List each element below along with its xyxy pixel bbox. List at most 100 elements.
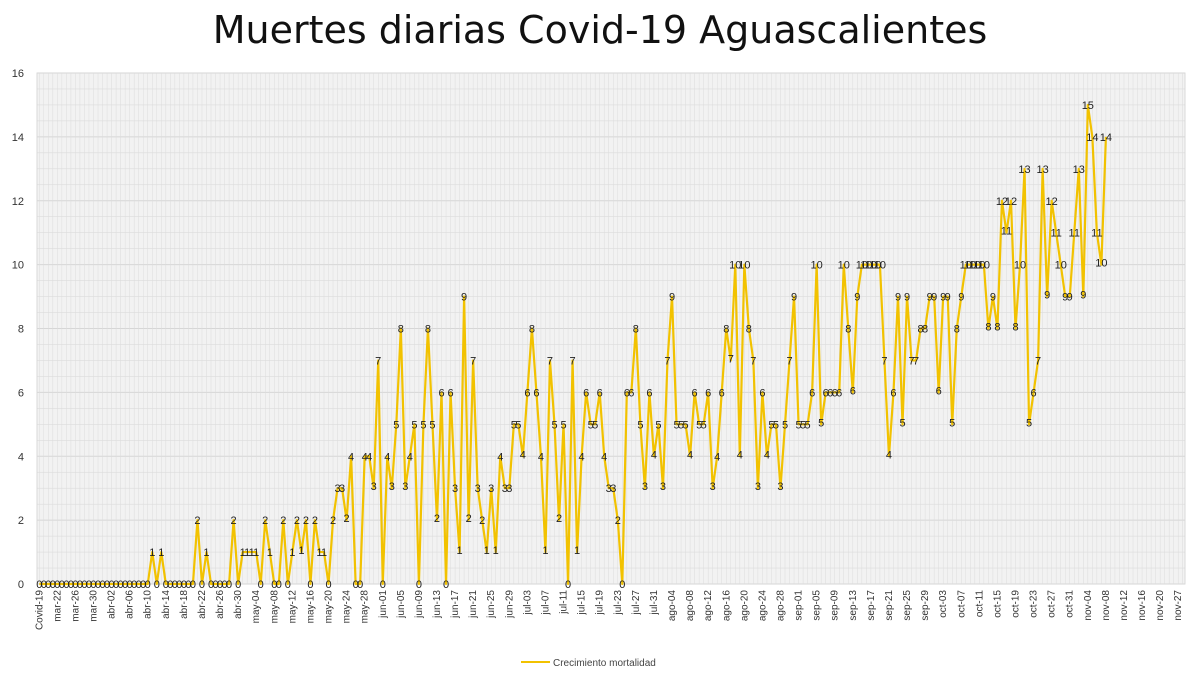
data-label: 8 bbox=[746, 324, 752, 336]
data-label: 1 bbox=[574, 545, 580, 557]
data-label: 3 bbox=[660, 481, 666, 493]
data-label: 2 bbox=[280, 515, 286, 527]
x-tick-label: oct-15 bbox=[992, 590, 1003, 618]
data-label: 6 bbox=[836, 387, 842, 399]
data-label: 9 bbox=[931, 292, 937, 304]
data-label: 0 bbox=[167, 579, 173, 591]
data-label: 14 bbox=[1100, 132, 1112, 144]
data-label: 6 bbox=[832, 387, 838, 399]
data-label: 0 bbox=[235, 579, 241, 591]
x-tick-label: nov-20 bbox=[1155, 590, 1166, 621]
data-label: 3 bbox=[371, 481, 377, 493]
data-label: 10 bbox=[738, 260, 750, 272]
x-axis-ticks: Covid-19 mar-22 mar-26 mar-30 abr-02 abr-06 ab… bbox=[34, 590, 1184, 630]
data-label: 6 bbox=[692, 387, 698, 399]
data-label: 10 bbox=[978, 260, 990, 272]
chart-title: Muertes diarias Covid-19 Aguascalientes bbox=[212, 8, 988, 52]
data-label: 4 bbox=[366, 451, 372, 463]
x-tick-label: oct-03 bbox=[938, 590, 949, 618]
data-label: 13 bbox=[1073, 164, 1085, 176]
data-label: 10 bbox=[838, 260, 850, 272]
y-tick-label: 8 bbox=[18, 324, 24, 336]
data-label: 6 bbox=[628, 387, 634, 399]
data-label: 4 bbox=[520, 449, 526, 461]
data-label: 8 bbox=[1012, 322, 1018, 334]
data-label: 6 bbox=[936, 385, 942, 397]
data-label: 8 bbox=[994, 322, 1000, 334]
data-label: 0 bbox=[443, 579, 449, 591]
series-line-path bbox=[39, 103, 1108, 586]
data-label: 8 bbox=[985, 322, 991, 334]
x-tick-label: nov-27 bbox=[1173, 590, 1184, 621]
x-tick-label: abr-06 bbox=[125, 590, 136, 619]
data-label: 2 bbox=[294, 515, 300, 527]
data-label: 0 bbox=[258, 579, 264, 591]
data-label: 3 bbox=[389, 481, 395, 493]
data-label: 0 bbox=[190, 579, 196, 591]
data-label: 10 bbox=[856, 260, 868, 272]
data-label: 2 bbox=[231, 515, 237, 527]
data-label: 3 bbox=[339, 483, 345, 495]
data-label: 0 bbox=[163, 579, 169, 591]
data-label: 10 bbox=[1014, 260, 1026, 272]
y-tick-label: 12 bbox=[12, 196, 24, 208]
data-label: 4 bbox=[362, 451, 368, 463]
data-label: 1 bbox=[249, 547, 255, 559]
data-label: 0 bbox=[54, 579, 60, 591]
data-label: 2 bbox=[556, 513, 562, 525]
data-label: 0 bbox=[77, 579, 83, 591]
data-label: 0 bbox=[127, 579, 133, 591]
data-label: 1 bbox=[457, 545, 463, 557]
data-label: 2 bbox=[262, 515, 268, 527]
data-label: 5 bbox=[818, 417, 824, 429]
data-label: 9 bbox=[904, 292, 910, 304]
data-label: 0 bbox=[72, 579, 78, 591]
data-label: 0 bbox=[90, 579, 96, 591]
x-tick-label: jun-09 bbox=[414, 590, 425, 619]
data-label: 5 bbox=[655, 419, 661, 431]
data-label: 0 bbox=[172, 579, 178, 591]
data-label: 3 bbox=[488, 483, 494, 495]
x-tick-label: abr-30 bbox=[233, 590, 244, 619]
data-label: 7 bbox=[728, 353, 734, 365]
data-label: 8 bbox=[425, 324, 431, 336]
data-label: 6 bbox=[533, 387, 539, 399]
x-tick-label: abr-26 bbox=[215, 590, 226, 619]
data-label: 7 bbox=[547, 355, 553, 367]
data-label: 5 bbox=[701, 419, 707, 431]
data-label: 10 bbox=[729, 260, 741, 272]
data-label: 8 bbox=[918, 324, 924, 336]
x-tick-label: Covid-19 bbox=[34, 590, 45, 630]
x-tick-label: abr-10 bbox=[143, 590, 154, 619]
data-label: 9 bbox=[791, 292, 797, 304]
data-label: 9 bbox=[1080, 290, 1086, 302]
data-label: 7 bbox=[786, 355, 792, 367]
data-label: 5 bbox=[411, 419, 417, 431]
x-tick-label: abr-22 bbox=[197, 590, 208, 619]
data-label: 10 bbox=[960, 260, 972, 272]
data-label: 5 bbox=[949, 417, 955, 429]
data-label: 1 bbox=[149, 547, 155, 559]
data-label: 5 bbox=[696, 419, 702, 431]
y-tick-label: 6 bbox=[18, 387, 24, 399]
data-label: 9 bbox=[1067, 292, 1073, 304]
data-label: 0 bbox=[104, 579, 110, 591]
data-label: 9 bbox=[940, 292, 946, 304]
x-tick-label: ago-28 bbox=[775, 590, 786, 622]
data-label: 15 bbox=[1082, 100, 1094, 112]
x-tick-label: jul-19 bbox=[595, 590, 606, 616]
data-label: 1 bbox=[253, 547, 259, 559]
data-label: 3 bbox=[506, 483, 512, 495]
x-tick-label: jun-01 bbox=[378, 590, 389, 619]
x-tick-label: sep-17 bbox=[866, 590, 877, 621]
data-label: 4 bbox=[497, 451, 503, 463]
data-label: 5 bbox=[673, 419, 679, 431]
data-label: 10 bbox=[1055, 260, 1067, 272]
data-label: 0 bbox=[140, 579, 146, 591]
x-tick-label: mar-30 bbox=[88, 590, 99, 622]
data-label: 9 bbox=[927, 292, 933, 304]
data-label: 5 bbox=[782, 419, 788, 431]
data-label: 5 bbox=[800, 419, 806, 431]
data-label: 3 bbox=[606, 483, 612, 495]
